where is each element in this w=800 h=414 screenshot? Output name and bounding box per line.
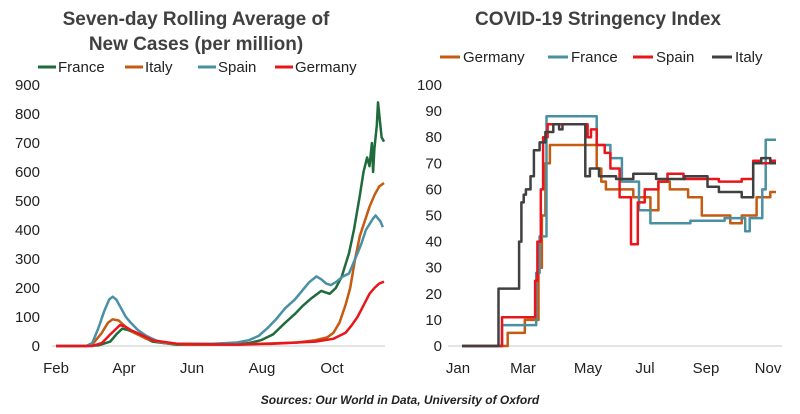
series-line-stringency-spain	[462, 122, 776, 348]
legend-label-spain: Spain	[218, 59, 256, 76]
y-tick-label-stringency-20: 20	[425, 286, 442, 303]
y-tick-label-cases-600: 600	[15, 164, 40, 181]
legend-label-spain-stringency: Spain	[656, 49, 694, 66]
y-tick-label-cases-800: 800	[15, 106, 40, 123]
y-tick-label-stringency-70: 70	[425, 155, 442, 172]
right-chart-title: COVID-19 Stringency Index	[475, 9, 721, 30]
y-tick-label-stringency-80: 80	[425, 129, 442, 146]
x-tick-label-cases-apr: Apr	[112, 360, 135, 377]
series-line-cases-spain	[56, 214, 384, 348]
x-tick-label-stringency-may: May	[574, 360, 603, 377]
legend-label-germany-stringency: Germany	[463, 49, 525, 66]
y-tick-label-stringency-100: 100	[417, 77, 442, 94]
x-tick-label-cases-feb: Feb	[43, 360, 69, 377]
right-chart-axis-ticks: 0 10 20 30 40 50 60 70 80 90 100 Jan Mar May Jul Sep Nov	[417, 77, 782, 377]
left-chart-title-line-1: Seven-day Rolling Average of	[63, 9, 330, 30]
y-tick-label-cases-300: 300	[15, 251, 40, 268]
left-chart-series-lines	[56, 101, 386, 348]
y-tick-label-cases-700: 700	[15, 135, 40, 152]
y-tick-label-stringency-60: 60	[425, 181, 442, 198]
y-tick-label-cases-0: 0	[32, 338, 40, 355]
x-tick-label-stringency-jan: Jan	[446, 360, 470, 377]
series-line-cases-italy	[56, 181, 385, 348]
legend-label-germany: Germany	[295, 59, 357, 76]
y-tick-label-cases-200: 200	[15, 280, 40, 297]
x-tick-label-stringency-mar: Mar	[510, 360, 536, 377]
left-chart-legend: France Italy Spain Germany	[38, 59, 357, 76]
legend-label-france: France	[58, 59, 105, 76]
y-tick-label-stringency-30: 30	[425, 260, 442, 277]
y-tick-label-stringency-0: 0	[434, 338, 442, 355]
y-tick-label-cases-500: 500	[15, 193, 40, 210]
x-tick-label-stringency-sep: Sep	[693, 360, 720, 377]
x-tick-label-cases-oct: Oct	[320, 360, 344, 377]
left-chart-title-line-2: New Cases (per million)	[89, 34, 303, 55]
legend-label-france-stringency: France	[571, 49, 618, 66]
x-tick-label-cases-aug: Aug	[249, 360, 276, 377]
series-line-stringency-france	[462, 115, 776, 348]
y-tick-label-stringency-10: 10	[425, 312, 442, 329]
source-note: Sources: Our World in Data, University o…	[261, 393, 540, 407]
right-chart-series-lines	[462, 115, 776, 348]
series-line-cases-germany	[56, 280, 385, 348]
y-tick-label-stringency-40: 40	[425, 234, 442, 251]
left-chart-axis-ticks: 0 100 200 300 400 500 600 700 800 900 Feb Apr Jun Aug…	[15, 77, 345, 377]
y-tick-label-cases-100: 100	[15, 309, 40, 326]
x-tick-label-stringency-nov: Nov	[755, 360, 782, 377]
x-tick-label-cases-jun: Jun	[180, 360, 204, 377]
legend-label-italy: Italy	[145, 59, 173, 76]
series-line-stringency-italy	[462, 122, 776, 348]
y-tick-label-stringency-50: 50	[425, 208, 442, 225]
y-tick-label-cases-900: 900	[15, 77, 40, 94]
y-tick-label-stringency-90: 90	[425, 103, 442, 120]
right-chart-legend: Germany France Spain Italy	[440, 49, 763, 66]
x-tick-label-stringency-jul: Jul	[635, 360, 654, 377]
legend-label-italy-stringency: Italy	[735, 49, 763, 66]
y-tick-label-cases-400: 400	[15, 222, 40, 239]
